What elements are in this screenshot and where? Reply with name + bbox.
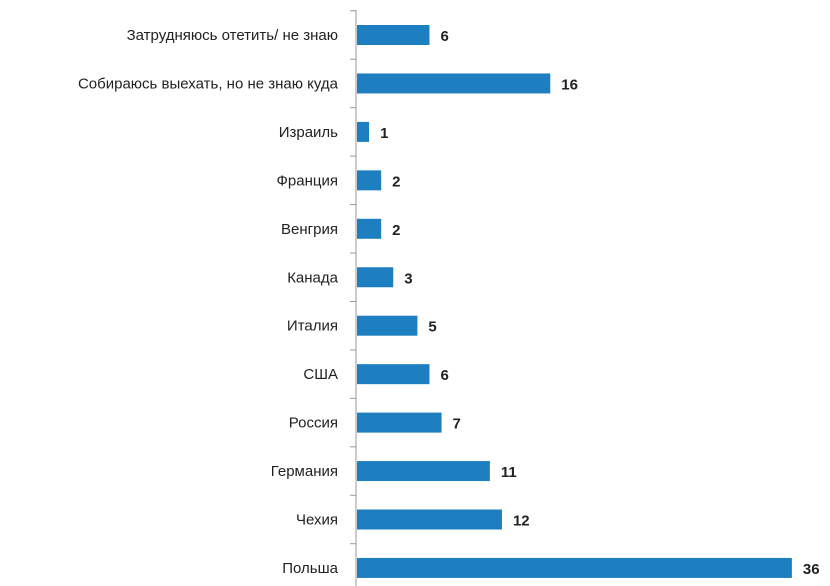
bar-11 <box>357 557 792 578</box>
category-label-5: Канада <box>287 269 338 286</box>
category-label-1: Собираюсь выехать, но не знаю куда <box>78 75 339 92</box>
category-label-3: Франция <box>277 172 338 189</box>
bar-1 <box>357 73 551 94</box>
bar-8 <box>357 412 442 433</box>
bar-10 <box>357 509 502 530</box>
value-label-2: 1 <box>380 125 388 142</box>
category-label-8: Россия <box>289 415 338 432</box>
bar-0 <box>357 25 430 45</box>
value-label-4: 2 <box>392 222 400 239</box>
category-label-11: Польша <box>282 560 338 577</box>
chart-axis-layer <box>350 10 357 586</box>
value-label-10: 12 <box>513 513 530 530</box>
category-label-7: США <box>303 366 338 383</box>
category-label-6: Италия <box>287 318 338 335</box>
value-label-11: 36 <box>803 561 820 578</box>
chart-bars-layer <box>357 25 792 578</box>
value-label-0: 6 <box>440 28 448 45</box>
category-label-4: Венгрия <box>281 221 338 238</box>
value-label-7: 6 <box>440 367 448 384</box>
value-label-3: 2 <box>392 173 400 190</box>
bar-5 <box>357 267 394 288</box>
bar-9 <box>357 461 490 482</box>
value-label-6: 5 <box>428 319 436 336</box>
bar-6 <box>357 315 418 336</box>
category-label-10: Чехия <box>296 512 338 529</box>
bar-7 <box>357 364 430 385</box>
category-label-9: Германия <box>271 463 338 480</box>
bar-3 <box>357 170 382 191</box>
chart-labels-layer: Затрудняюсь отетить/ не знаю 6 Собираюсь в… <box>78 27 820 578</box>
bar-4 <box>357 218 382 239</box>
value-label-5: 3 <box>404 270 412 287</box>
category-label-0: Затрудняюсь отетить/ не знаю <box>127 27 338 44</box>
value-label-8: 7 <box>453 416 461 433</box>
value-label-9: 11 <box>501 464 517 481</box>
category-label-2: Израиль <box>279 124 338 141</box>
bar-2 <box>357 121 370 142</box>
value-label-1: 16 <box>561 76 578 93</box>
